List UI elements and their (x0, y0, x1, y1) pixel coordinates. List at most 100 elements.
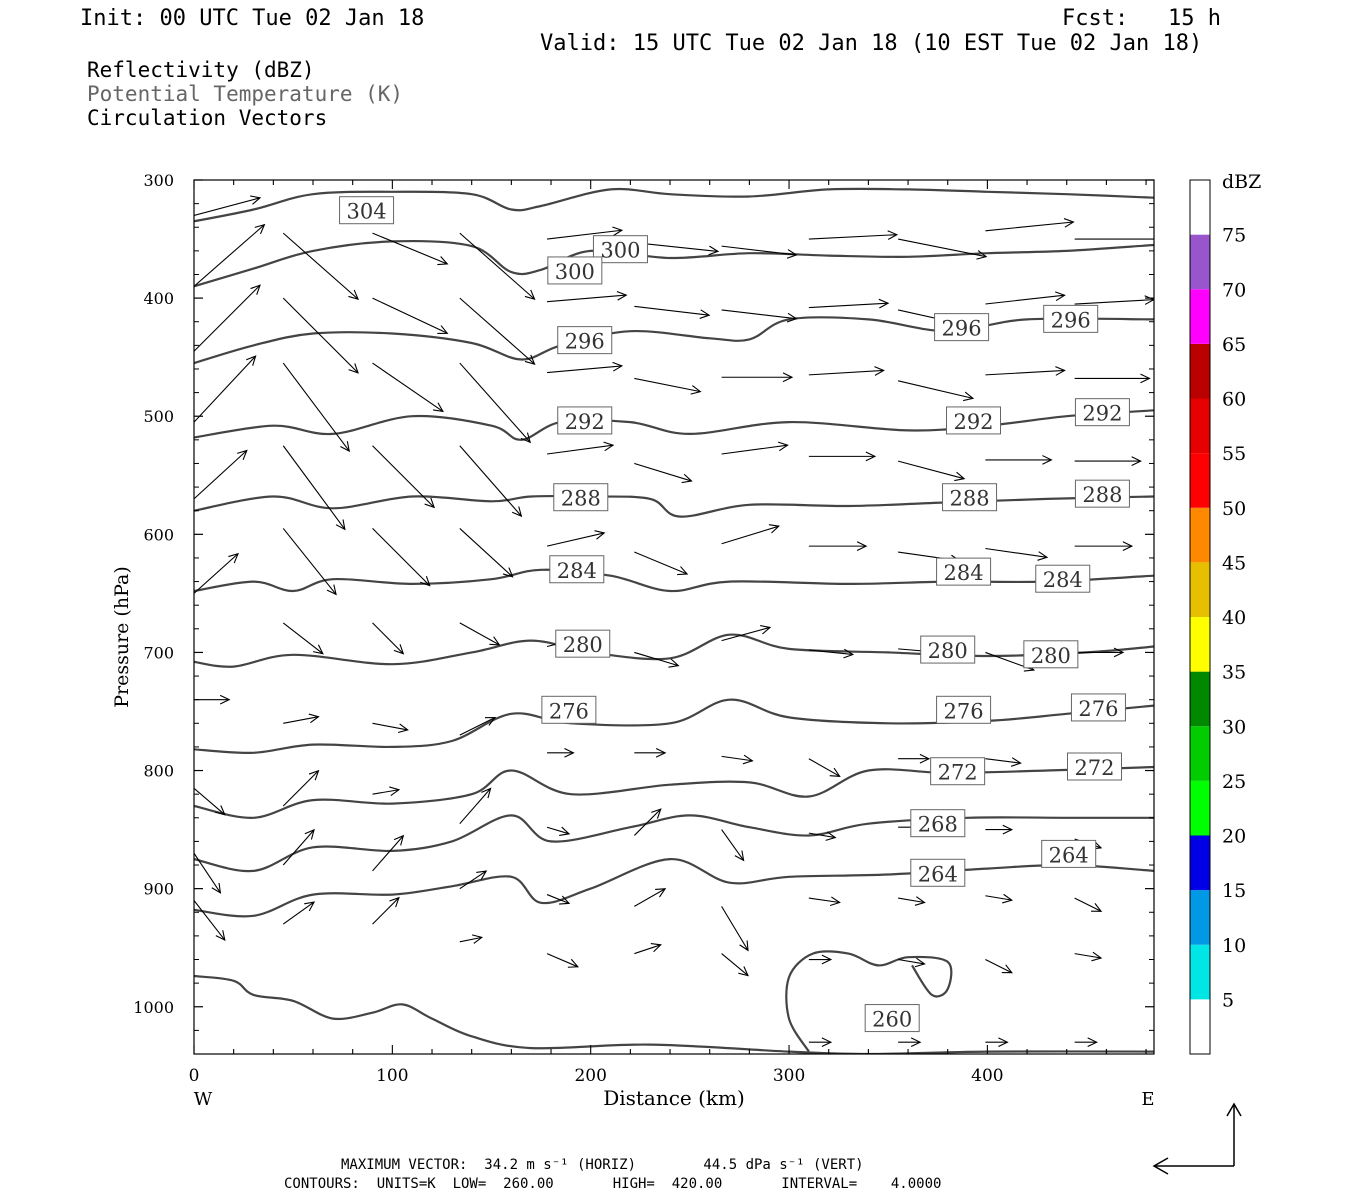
contour-label: 300 (547, 256, 603, 285)
legend-circulation-vectors: Circulation Vectors (87, 106, 328, 130)
circulation-vector (372, 232, 449, 266)
colorbar-segment (1190, 835, 1210, 891)
axis-ticks: 300 400 500 600 700 800 900 1000 0 100 200 300 400 (133, 171, 1154, 1086)
circulation-vector (898, 753, 931, 764)
theta-contour-276 (194, 698, 1154, 755)
east-label: E (1141, 1089, 1154, 1110)
circulation-vector (808, 758, 841, 777)
circulation-vector (282, 297, 359, 374)
circulation-vector (985, 1037, 1009, 1048)
circulation-vector (372, 445, 436, 509)
legend-potential-temperature: Potential Temperature (K) (87, 82, 404, 106)
svg-text:300: 300 (555, 260, 595, 284)
colorbar-segment (1190, 562, 1210, 617)
circulation-vector (372, 896, 400, 925)
circulation-vector (897, 460, 966, 482)
circulation-vector (721, 245, 798, 259)
colorbar-level-label: 25 (1222, 771, 1246, 793)
circulation-vector (634, 942, 662, 955)
contour-label: 296 (934, 313, 990, 342)
svg-text:280: 280 (928, 639, 968, 663)
colorbar-segment (1190, 671, 1210, 727)
y-tick-label: 800 (143, 762, 174, 781)
init-time: Init: 00 UTC Tue 02 Jan 18 (80, 6, 425, 31)
circulation-vector (547, 290, 628, 303)
valid-time: Valid: 15 UTC Tue 02 Jan 18 (10 EST Tue … (540, 31, 1203, 56)
circulation-vector (546, 826, 571, 836)
colorbar: 5 10 15 20 25 30 35 40 45 50 55 60 65 70 75 dBZ (1189, 171, 1261, 1055)
circulation-vector (808, 648, 855, 659)
circulation-vector (372, 834, 405, 872)
circulation-vector (546, 441, 615, 455)
contour-label: 300 (592, 235, 648, 264)
west-label: W (194, 1089, 213, 1110)
circulation-vector (459, 445, 523, 518)
colorbar-segment (1190, 890, 1210, 945)
circulation-vector (194, 694, 231, 705)
circulation-vector (721, 524, 781, 545)
circulation-vector (282, 622, 324, 655)
circulation-vector (898, 380, 975, 402)
circulation-vector (721, 953, 749, 977)
theta-contour-288 (194, 494, 1154, 518)
svg-text:292: 292 (953, 410, 993, 434)
circulation-vector (459, 870, 488, 890)
contour-label: 260 (864, 1004, 920, 1033)
contour-label: 284 (936, 557, 992, 586)
theta-contour-296 (194, 316, 1154, 365)
circulation-vector (1074, 295, 1154, 305)
colorbar-level-label: 30 (1222, 716, 1246, 738)
circulation-vector (634, 551, 689, 576)
x-tick-label: 400 (971, 1066, 1003, 1086)
svg-text:272: 272 (1074, 756, 1114, 780)
circulation-vector (1074, 897, 1103, 912)
contour-label: 276 (936, 695, 992, 724)
svg-text:288: 288 (561, 487, 601, 511)
colorbar-level-label: 10 (1222, 935, 1246, 957)
contour-label: 296 (1043, 304, 1099, 333)
contour-label: 284 (1035, 564, 1091, 593)
circulation-vector (546, 226, 624, 240)
circulation-vector (283, 713, 320, 724)
x-tick-label: 200 (574, 1066, 606, 1086)
circulation-vector (372, 528, 431, 587)
svg-text:292: 292 (1082, 402, 1122, 426)
theta-contour-280 (194, 633, 1154, 668)
contour-label: 280 (1023, 640, 1079, 669)
circulation-vector (194, 900, 226, 942)
circulation-vector (194, 355, 257, 423)
svg-text:296: 296 (942, 317, 982, 341)
circulation-vector (721, 829, 745, 862)
circulation-vector (721, 441, 789, 455)
circulation-vector (1074, 373, 1151, 384)
circulation-vector (1074, 951, 1103, 962)
svg-text:288: 288 (949, 487, 989, 511)
circulation-vector (459, 716, 497, 736)
svg-text:268: 268 (918, 813, 958, 837)
contour-label: 292 (557, 406, 613, 435)
y-tick-label: 1000 (133, 998, 174, 1017)
circulation-vector (721, 309, 798, 323)
x-tick-label: 100 (376, 1066, 408, 1086)
colorbar-level-label: 55 (1222, 443, 1246, 465)
circulation-vector (808, 831, 837, 841)
y-tick-label: 600 (143, 525, 174, 544)
circulation-vector (721, 372, 794, 383)
theta-contour-268 (194, 814, 1154, 873)
circulation-vector (898, 957, 926, 968)
colorbar-segment (1190, 617, 1210, 672)
contours-info-text: CONTOURS: UNITS=K LOW= 260.00 HIGH= 420.… (284, 1176, 942, 1192)
circulation-vector (194, 787, 226, 816)
circulation-vector (459, 232, 536, 300)
colorbar-level-label: 40 (1222, 607, 1246, 629)
circulation-vector (282, 362, 351, 453)
theta-contour-260 (194, 974, 1154, 1054)
svg-text:284: 284 (1043, 568, 1083, 592)
circulation-vector (459, 297, 536, 365)
contour-label: 276 (541, 695, 597, 724)
circulation-vector (1074, 647, 1125, 658)
circulation-vector (547, 361, 624, 374)
x-tick-label: 0 (189, 1066, 200, 1086)
